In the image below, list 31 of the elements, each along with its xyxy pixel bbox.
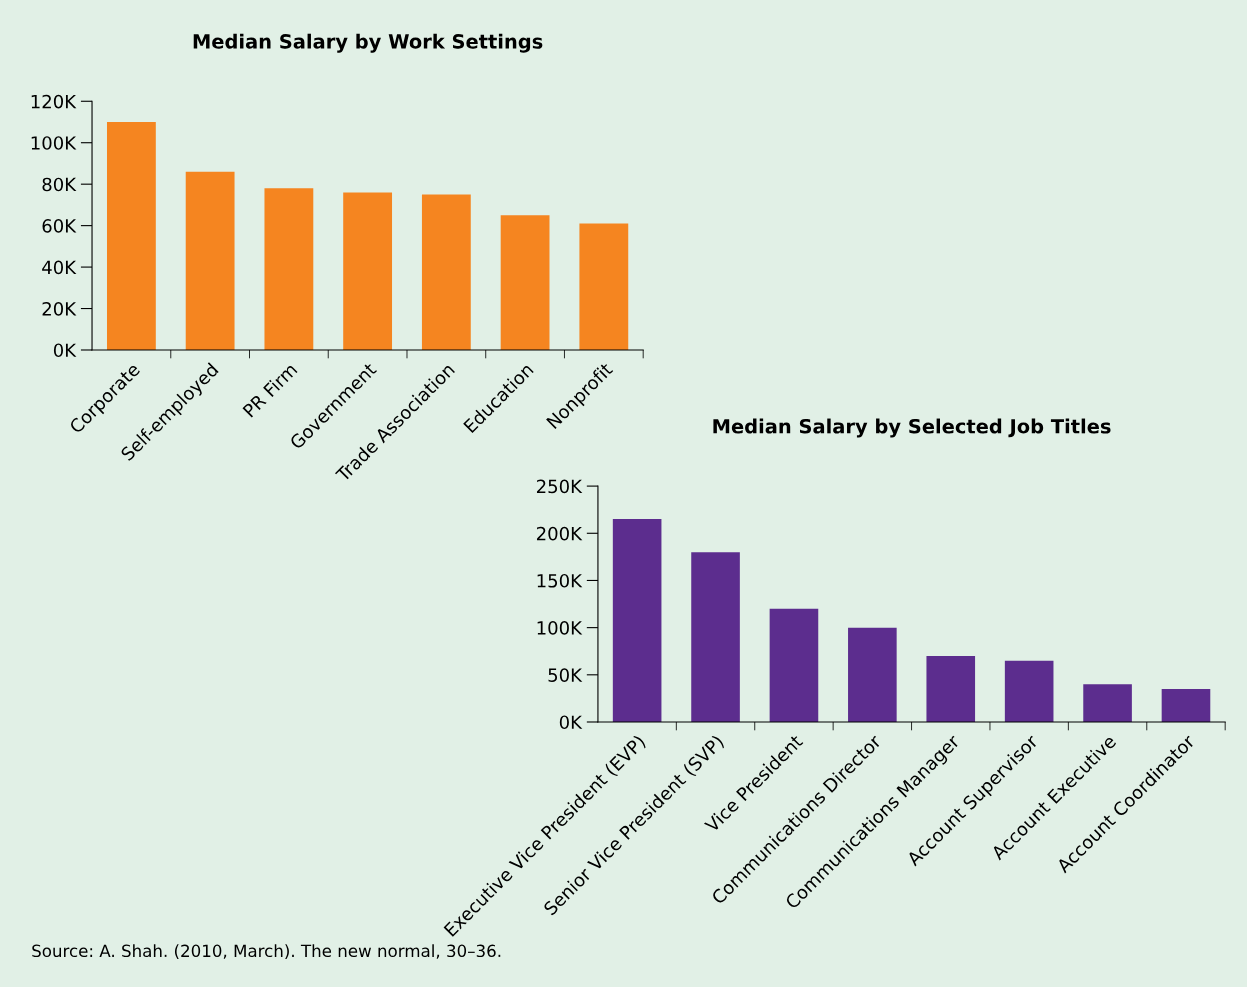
bar: [579, 223, 629, 350]
bar: [264, 188, 314, 350]
bar: [1083, 684, 1132, 722]
y-tick-label: 50K: [548, 668, 583, 682]
y-tick-label: 80K: [42, 177, 77, 192]
y-tick-label: 100K: [537, 621, 583, 635]
bar: [343, 192, 393, 350]
y-tick-label: 0K: [559, 715, 583, 730]
y-tick-label: 120K: [31, 94, 77, 109]
y-tick-label: 40K: [42, 260, 77, 275]
bar: [769, 608, 819, 722]
source-note: Source: A. Shah. (2010, March). The new normal, 30–36.: [32, 944, 501, 960]
chart-title: Median Salary by Work Settings: [193, 33, 543, 53]
bar: [691, 552, 740, 722]
chart-title: Median Salary by Selected Job Titles: [713, 418, 1111, 438]
bar: [500, 215, 550, 350]
bar: [106, 121, 156, 350]
y-tick-label: 200K: [536, 526, 583, 541]
bar: [421, 194, 471, 350]
bar: [926, 655, 976, 722]
y-tick-label: 0K: [53, 343, 77, 358]
bar: [185, 171, 235, 350]
y-tick-label: 100K: [31, 136, 77, 150]
y-tick-label: 20K: [42, 302, 77, 316]
y-tick-label: 60K: [42, 219, 77, 233]
bar: [848, 627, 897, 722]
y-tick-label: 150K: [537, 573, 583, 588]
bar: [1161, 688, 1211, 722]
bar: [612, 519, 662, 722]
y-tick-label: 250K: [536, 479, 583, 494]
bar: [1004, 660, 1054, 722]
